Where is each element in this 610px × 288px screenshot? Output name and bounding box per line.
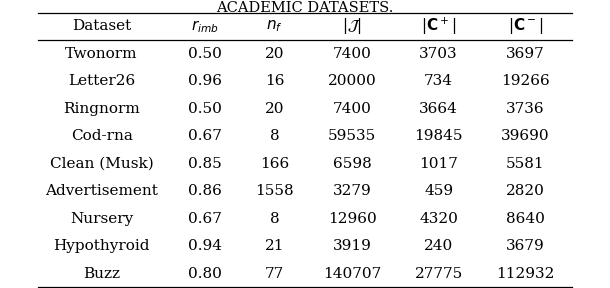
Text: ACADEMIC DATASETS.: ACADEMIC DATASETS. (217, 1, 393, 15)
